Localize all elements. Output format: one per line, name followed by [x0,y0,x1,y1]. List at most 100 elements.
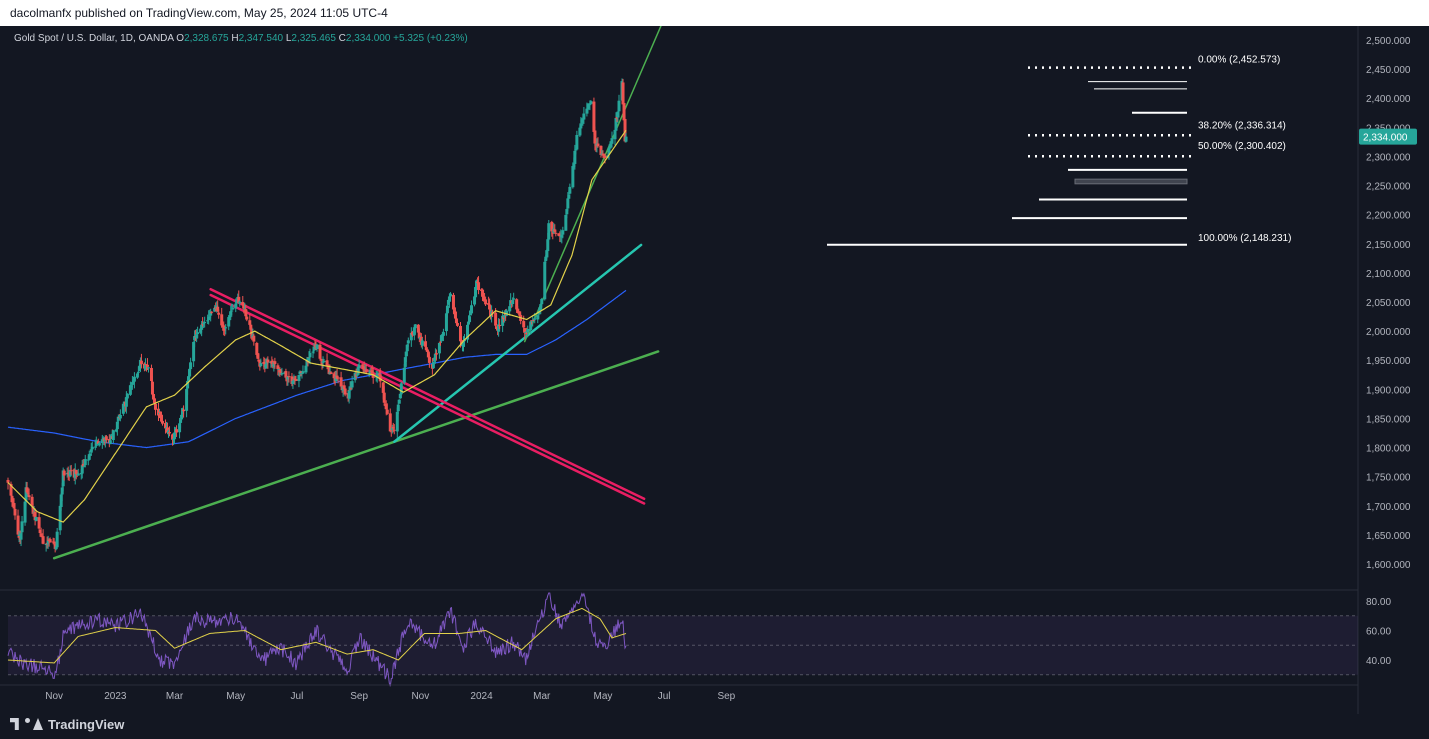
price-axis-tick: 1,700.000 [1366,502,1411,513]
candle-body [188,368,192,377]
candle-body [259,363,263,366]
candle-body [384,404,388,410]
candle-body [477,282,481,291]
candle-body [616,111,620,118]
candle-body [336,377,340,379]
candle-body [96,441,100,445]
price-axis-tick: 1,800.000 [1366,444,1411,455]
candle-body [299,371,303,373]
candle-body [54,546,58,550]
price-chart[interactable]: 0.00% (2,452.573) 38.20% (2,336.314) 50.00… [0,26,1429,714]
candle-body [406,340,410,344]
candle-body [397,399,401,404]
candle-body [287,376,291,378]
candle-body [244,309,248,317]
price-zone[interactable] [1074,178,1188,185]
trendline-pink-lower[interactable] [209,293,646,505]
candle-body [220,314,224,326]
candle-body [186,380,190,389]
candle-body [567,195,571,199]
candle-body [412,327,416,336]
candle-body [33,511,37,521]
trendline-long-green[interactable] [52,350,660,560]
candle-body [208,316,212,318]
candle-body [97,443,101,446]
candle-body [423,341,427,347]
candle-body [491,311,495,314]
candle-body [264,364,268,369]
candle-body [512,298,516,300]
price-axis-tick: 2,450.000 [1366,65,1411,76]
candle-body [568,186,572,194]
candle-body [41,536,45,544]
time-axis-tick: Sep [717,691,735,702]
candle-body [398,393,402,399]
candle-body [432,357,436,362]
candle-body [227,317,231,327]
candle-body [610,138,614,144]
candle-body [438,341,442,343]
candle-body [62,470,66,476]
candle-body [571,166,575,188]
candle-body [557,233,561,236]
candle-body [192,341,196,362]
candle-body [234,303,238,309]
candle-body [242,304,246,309]
candle-body [553,229,557,232]
candle-body [547,223,551,240]
candle-body [20,521,24,533]
candle-body [470,305,474,314]
candle-body [200,324,204,330]
candle-body [532,319,536,321]
candle-body [26,493,30,495]
candle-body [172,438,176,441]
candle-body [90,446,94,450]
candle-body [304,365,308,373]
candle-body [175,429,179,433]
candle-body [308,352,312,358]
candle-body [467,321,471,325]
candle-body [451,294,455,310]
rsi-axis-tick: 60.00 [1366,627,1391,638]
time-axis-tick: Mar [533,691,551,702]
candle-body [104,436,108,441]
candle-body [370,370,374,374]
price-axis-tick: 1,950.000 [1366,356,1411,367]
candle-body [487,303,491,305]
candles [6,78,628,553]
candle-body [347,390,351,399]
trendline-steep-green[interactable] [523,26,662,343]
trendline-teal[interactable] [393,243,643,443]
candle-body [46,540,50,545]
candle-body [245,316,249,320]
candle-body [30,496,34,506]
candle-body [564,214,568,231]
time-axis-tick: Sep [350,691,368,702]
candle-body [531,320,535,322]
candle-body [195,334,199,338]
candle-body [206,320,210,322]
candle-body [529,321,533,331]
candle-body [44,543,48,545]
time-axis-tick: May [226,691,245,702]
candle-body [129,385,133,387]
candle-body [525,333,529,335]
candle-body [189,362,193,370]
candle-body [561,230,565,235]
candle-body [385,409,389,414]
candle-body [48,539,52,543]
candle-body [202,322,206,325]
trendline-pink-upper[interactable] [209,287,646,501]
candle-body [601,153,605,156]
candle-body [11,501,15,503]
candle-body [409,332,413,341]
candle-body [566,198,570,209]
candle-body [173,432,177,440]
candle-body [621,82,625,105]
candle-body [515,299,519,310]
price-axis-tick: 2,250.000 [1366,182,1411,193]
candle-body [13,508,17,516]
candle-body [617,100,621,112]
candle-body [250,329,254,339]
candle-body [60,487,64,495]
